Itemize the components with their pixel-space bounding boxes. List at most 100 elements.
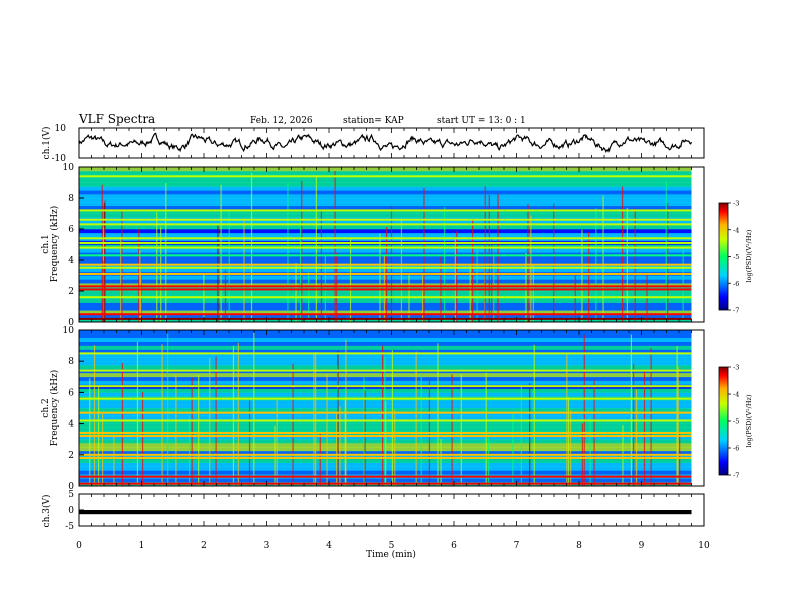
ch1-spectrogram-noise-strip — [79, 318, 692, 323]
ch2-spectrogram-impulse-streak — [437, 343, 439, 486]
ch1-spectrogram-noise-strip — [79, 213, 692, 218]
ch2-spectrogram-impulse-streak — [232, 345, 235, 486]
ch1-spectrogram-impulse-streak — [408, 275, 410, 322]
ch1-spectrogram-impulse-streak — [602, 195, 604, 322]
ch1-spectrogram-impulse-streak — [301, 181, 303, 322]
ch1-spectrogram-band-line — [79, 317, 692, 320]
ch2-spectrogram-impulse-streak — [274, 425, 276, 486]
ch1-spectrogram-band-line — [79, 218, 692, 221]
ch2-colorbar-scale — [718, 366, 729, 476]
ch2-spectrogram-impulse-streak — [276, 399, 278, 486]
ch2-spectrogram-ytick-label: 4 — [68, 420, 74, 430]
ch1-waveform-trace — [78, 132, 693, 154]
ch1-spectrogram-band-line — [79, 285, 692, 288]
ch1-spectrogram-ytick-label: 8 — [68, 194, 74, 204]
ch1-spectrogram-impulse-streak — [532, 264, 534, 322]
ch2-spectrogram-impulse-streak — [113, 434, 115, 486]
x-axis-label: Time (min) — [366, 549, 416, 560]
ch1-spectrogram-noise-strip — [79, 186, 692, 191]
ch1-spectrogram-impulse-streak — [243, 220, 245, 322]
ch1-spectrogram-band-line — [79, 266, 692, 269]
ch1-spectrogram-impulse-streak — [203, 274, 205, 322]
ch1-spectrogram-impulse-streak — [101, 184, 103, 322]
ch1-spectrogram-impulse-streak — [525, 253, 527, 322]
ch2-spectrogram-band-line — [79, 456, 692, 459]
ch2-spectrogram-impulse-streak — [319, 432, 321, 486]
ch1-spectrogram-band-line — [79, 209, 692, 212]
ch2-spectrogram-impulse-streak — [529, 383, 531, 486]
ch2-spectrogram-impulse-streak — [161, 344, 163, 486]
ch2-spectrogram-impulse-streak — [381, 345, 384, 486]
ch1-spectrogram-noise-strip — [79, 182, 692, 187]
ch1-spectrogram-ytick-label: 2 — [68, 287, 74, 297]
ch2-spectrogram-impulse-streak — [633, 364, 635, 486]
ch1-spectrogram-band-line — [79, 272, 692, 275]
ch1-colorbar-tick-label: -7 — [733, 307, 739, 315]
ch2-spectrogram-ytick-label: 0 — [68, 482, 74, 492]
ch2-spectrogram-impulse-streak — [677, 366, 679, 486]
ch1-spectrogram-ytick-label: 6 — [68, 225, 74, 235]
ch2-spectrogram-band-line — [79, 369, 692, 372]
ch2-spectrogram-impulse-streak — [175, 374, 177, 486]
ch3-y-axis-label: ch.3(V) — [41, 495, 52, 528]
ch2-spectrogram-impulse-streak — [136, 341, 139, 486]
time-axis-tick-label: 6 — [451, 541, 457, 551]
ch2-spectrogram-impulse-streak — [589, 416, 591, 486]
ch1-spectrogram-noise-strip — [79, 201, 692, 207]
ch1-spectrogram-impulse-streak — [400, 219, 403, 322]
ch1-spectrogram-impulse-streak — [469, 265, 471, 322]
ch2-spectrogram-impulse-streak — [141, 391, 144, 486]
ch2-spectrogram-noise-strip — [79, 341, 692, 346]
ch2-spectrogram-panel: 0 2 4 6 8 10 ch.2 Frequency (kHz) — [41, 326, 705, 492]
ch1-spectrogram-impulse-streak — [421, 275, 424, 322]
ch2-frequency-axis-label: Frequency (kHz) — [49, 370, 60, 447]
ch2-spectrogram-impulse-streak — [314, 351, 317, 486]
time-axis-tick-label: 3 — [264, 541, 270, 551]
ch1-spectrogram-impulse-streak — [295, 263, 297, 322]
ch2-spectrogram-impulse-streak — [533, 344, 535, 486]
start-time-label: start UT = 13: 0 : 1 — [437, 116, 526, 126]
time-axis-tick-label: 0 — [76, 541, 82, 551]
ch2-spectrogram-impulse-streak — [415, 351, 417, 486]
ch2-spectrogram-impulse-streak — [643, 369, 646, 486]
ch2-colorbar-tick-label: -3 — [733, 364, 739, 372]
ch2-colorbar-tick-label: -4 — [733, 391, 739, 399]
ch1-spectrogram-impulse-streak — [476, 246, 478, 322]
ch1-spectrogram-noise-strip — [79, 275, 692, 280]
ch1-spectrogram-impulse-streak — [484, 186, 486, 322]
ch3-ytick-label: -5 — [65, 522, 74, 532]
ch2-spectrogram-impulse-streak — [451, 374, 453, 486]
ch2-spectrogram-impulse-streak — [364, 390, 366, 486]
ch2-spectrogram-noise-strip — [79, 345, 692, 350]
ch1-spectrogram-noise-strip — [79, 306, 692, 311]
ch2-spectrogram-band-line — [79, 397, 692, 400]
ch2-spectrogram-impulse-streak — [385, 401, 387, 486]
ch1-spectrogram-impulse-streak — [553, 203, 555, 322]
ch2-spectrogram-noise-strip — [79, 333, 692, 339]
ch1-spectrogram-ytick-label: 4 — [68, 256, 74, 266]
ch1-colorbar-tick-label: -3 — [733, 200, 739, 208]
ch1-spectrogram-noise-strip — [79, 190, 692, 195]
ch1-spectrogram-band-line — [79, 175, 692, 178]
ch2-spectrogram-band-line — [79, 411, 692, 414]
ch2-colorbar-label: log(PSD)(V²/Hz) — [745, 394, 753, 447]
ch2-spectrogram-impulse-streak — [344, 397, 346, 486]
ch2-spectrogram-noise-strip — [79, 330, 692, 335]
ch1-spectrogram-noise-strip — [79, 256, 692, 261]
ch1-spectrogram-noise-strip — [79, 267, 692, 272]
ch2-spectrogram-band-line — [79, 352, 692, 355]
ch1-colorbar-tick-label: -5 — [733, 253, 739, 261]
station-label: station= KAP — [343, 116, 404, 126]
ch2-spectrogram-impulse-streak — [420, 374, 422, 486]
ch1-spectrogram-ytick-label: 10 — [63, 163, 75, 173]
ch2-spectrogram-impulse-streak — [188, 415, 191, 486]
ch1-spectrogram-impulse-streak — [220, 184, 222, 322]
ch1-spectrogram-impulse-streak — [287, 182, 289, 322]
ch1-spectrogram-impulse-streak — [588, 231, 590, 322]
ch2-spectrogram-impulse-streak — [101, 413, 104, 486]
ch1-spectrogram-impulse-streak — [315, 177, 317, 322]
ch1-spectrogram-noise-strip — [79, 167, 692, 172]
ch2-spectrogram-impulse-streak — [209, 358, 211, 486]
time-axis: 0 1 2 3 4 5 6 7 8 9 10 — [76, 128, 710, 551]
ch1-spectrogram-impulse-streak — [102, 261, 104, 322]
